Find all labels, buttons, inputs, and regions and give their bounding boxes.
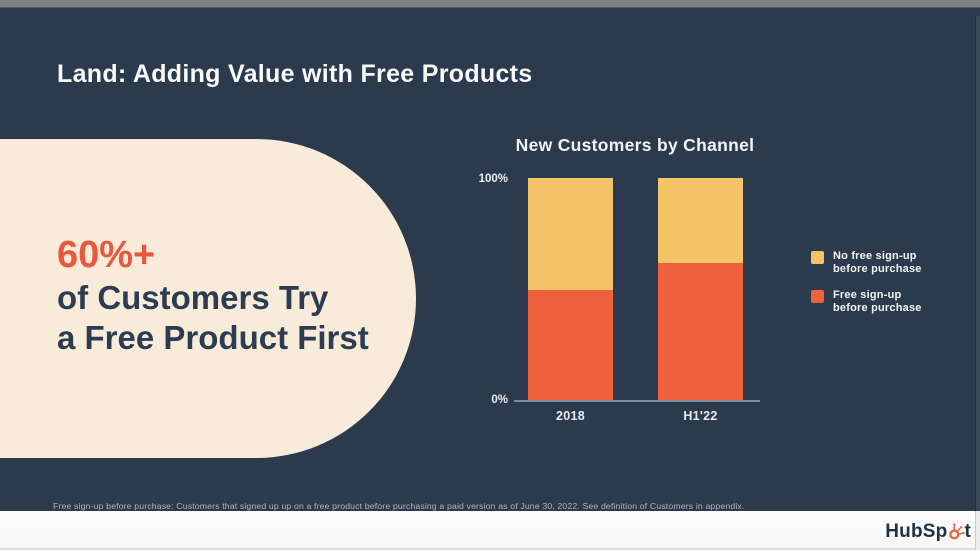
bottom-bar-right-edge (975, 511, 980, 550)
stat-highlight: 60%+ (57, 234, 156, 276)
stat-line-1: of Customers Try (57, 279, 329, 316)
legend-item-no-free-signup: No free sign-up before purchase (811, 250, 922, 275)
stat-block: 60%+ of Customers Try a Free Product Fir… (57, 232, 369, 358)
footnote: Free sign-up before purchase: Customers … (53, 501, 745, 511)
bar-segment (528, 289, 613, 401)
legend-swatch-yellow (811, 251, 824, 264)
y-axis-tick-0: 0% (491, 394, 508, 406)
legend-label-line: before purchase (833, 301, 922, 314)
legend-label-line: Free sign-up (833, 289, 902, 301)
legend-label: No free sign-up before purchase (833, 250, 922, 275)
x-axis-label-h122: H1'22 (683, 409, 718, 423)
logo-text-suffix: t (964, 521, 971, 542)
slide-right-edge (975, 16, 980, 519)
stacked-bar-h122 (658, 178, 743, 401)
bottom-bar (0, 511, 980, 550)
logo-text-prefix: HubSp (885, 521, 948, 542)
legend-item-free-signup: Free sign-up before purchase (811, 289, 922, 314)
chart-title: New Customers by Channel (515, 135, 755, 155)
bar-segment (528, 178, 613, 290)
chart-legend: No free sign-up before purchase Free sig… (811, 250, 922, 328)
slide-title: Land: Adding Value with Free Products (57, 60, 533, 88)
slide-background: Land: Adding Value with Free Products 60… (0, 8, 980, 519)
hubspot-logo: HubSp t (885, 521, 971, 543)
stat-panel (0, 139, 416, 458)
x-axis-line (514, 400, 760, 402)
bar-segment (658, 178, 743, 263)
legend-label: Free sign-up before purchase (833, 289, 922, 314)
y-axis-tick-100: 100% (478, 173, 508, 185)
x-axis-label-2018: 2018 (555, 409, 585, 423)
stat-line-2: a Free Product First (57, 319, 369, 356)
legend-label-line: No free sign-up (833, 250, 917, 262)
legend-label-line: before purchase (833, 262, 922, 275)
hubspot-sprocket-icon (947, 523, 966, 541)
window-top-edge (0, 0, 980, 8)
bar-segment (658, 262, 743, 401)
stacked-bar-2018 (528, 178, 613, 401)
legend-swatch-orange (811, 290, 824, 303)
